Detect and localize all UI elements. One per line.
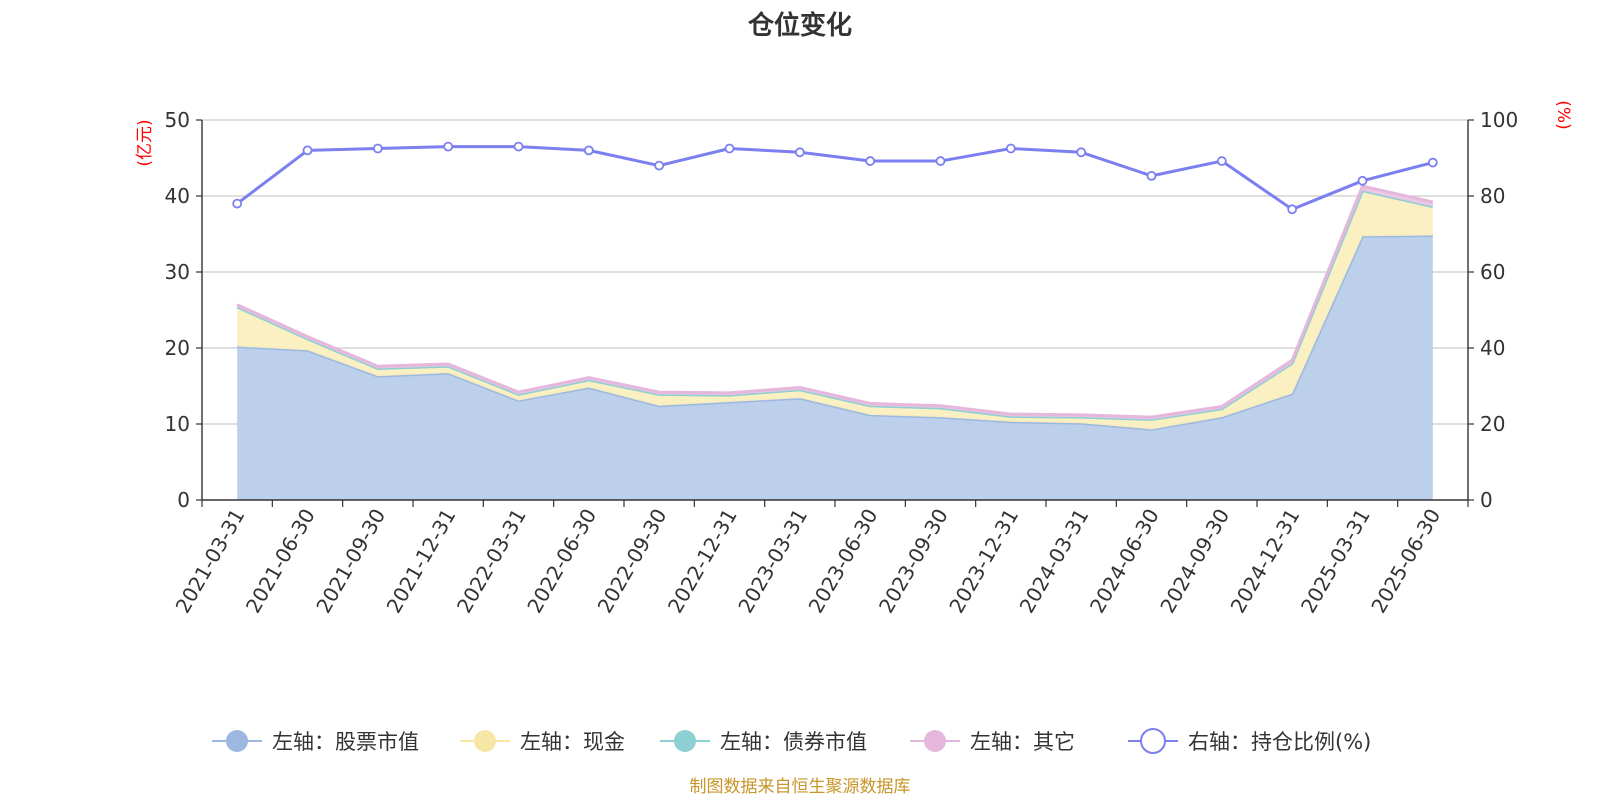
- right-tick-label: 40: [1480, 336, 1505, 360]
- x-tick-label: 2022-06-30: [522, 505, 601, 618]
- x-tick-label: 2024-06-30: [1085, 505, 1164, 618]
- ratio-point: [1076, 147, 1087, 158]
- x-tick-label: 2022-03-31: [452, 505, 531, 618]
- legend-label: 左轴：现金: [520, 730, 625, 754]
- ratio-point: [794, 147, 805, 158]
- legend-marker: [226, 730, 248, 752]
- ratio-point: [583, 145, 594, 156]
- stacked-areas: [236, 184, 1434, 500]
- x-tick-label: 2022-09-30: [593, 505, 672, 618]
- ratio-point: [1216, 156, 1227, 166]
- ratio-polyline: [236, 145, 1434, 211]
- x-tick-label: 2023-06-30: [804, 505, 883, 618]
- x-tick-label: 2025-06-30: [1366, 505, 1445, 618]
- legend-label: 左轴：股票市值: [272, 730, 419, 754]
- x-tick-label: 2021-12-31: [382, 505, 461, 618]
- x-tick-label: 2022-12-31: [663, 505, 742, 618]
- legend-marker: [1140, 728, 1166, 754]
- x-tick-label: 2021-06-30: [241, 505, 320, 618]
- x-tick-label: 2023-12-31: [944, 505, 1023, 618]
- chart-title: 仓位变化: [747, 10, 852, 41]
- right-tick-label: 60: [1480, 260, 1505, 284]
- left-tick-label: 0: [177, 488, 190, 512]
- ratio-point: [443, 141, 454, 152]
- ratio-point: [232, 198, 243, 209]
- ratio-point: [1287, 204, 1298, 215]
- footer-source: 制图数据来自恒生聚源数据库: [690, 777, 911, 797]
- x-tick-label: 2021-09-30: [311, 505, 390, 618]
- ratio-point: [302, 145, 313, 156]
- ratio-point: [1146, 170, 1157, 181]
- left-tick-label: 30: [165, 260, 190, 284]
- legend-item[interactable]: 右轴：持仓比例(%): [1128, 728, 1371, 754]
- right-tick-label: 0: [1480, 488, 1493, 512]
- left-tick-label: 40: [165, 184, 190, 208]
- right-tick-label: 20: [1480, 412, 1505, 436]
- left-tick-label: 50: [165, 108, 190, 132]
- legend-label: 左轴：其它: [970, 730, 1075, 754]
- x-tick-label: 2024-12-31: [1226, 505, 1305, 618]
- legend-item[interactable]: 左轴：现金: [460, 730, 625, 754]
- legend-marker: [674, 730, 696, 752]
- legend-item[interactable]: 左轴：其它: [910, 730, 1075, 754]
- left-tick-label: 20: [165, 336, 190, 360]
- x-tick-label: 2024-03-31: [1015, 505, 1094, 618]
- ratio-point: [1357, 175, 1368, 186]
- ratio-point: [1427, 157, 1438, 168]
- legend-item[interactable]: 左轴：股票市值: [212, 730, 419, 754]
- left-axis-unit: (亿元): [135, 119, 155, 166]
- area-line-3: [236, 184, 1434, 419]
- right-tick-label: 100: [1480, 108, 1518, 132]
- ratio-point: [724, 143, 735, 154]
- left-tick-label: 10: [165, 412, 190, 436]
- legend-label: 左轴：债券市值: [720, 730, 867, 754]
- legend-label: 右轴：持仓比例(%): [1188, 730, 1371, 754]
- ratio-point: [1005, 143, 1016, 154]
- x-tick-label: 2023-09-30: [874, 505, 953, 618]
- right-tick-label: 80: [1480, 184, 1505, 208]
- x-tick-label: 2023-03-31: [733, 505, 812, 618]
- ratio-point: [935, 156, 946, 166]
- legend: 左轴：股票市值 左轴：现金 左轴：债券市值 左轴：其它 右轴：持仓比例(%): [212, 728, 1371, 754]
- right-axis-unit: (%): [1553, 100, 1573, 129]
- area-0: [237, 235, 1433, 500]
- ratio-point: [865, 156, 876, 166]
- x-tick-label: 2024-09-30: [1155, 505, 1234, 618]
- legend-item[interactable]: 左轴：债券市值: [660, 730, 867, 754]
- x-tick-label: 2025-03-31: [1296, 505, 1375, 618]
- legend-marker: [474, 730, 496, 752]
- ratio-point: [654, 160, 665, 171]
- legend-marker: [924, 730, 946, 752]
- x-tick-label: 2021-03-31: [171, 505, 250, 618]
- ratio-line: [232, 141, 1438, 215]
- ratio-point: [372, 143, 383, 154]
- ratio-point: [513, 141, 524, 152]
